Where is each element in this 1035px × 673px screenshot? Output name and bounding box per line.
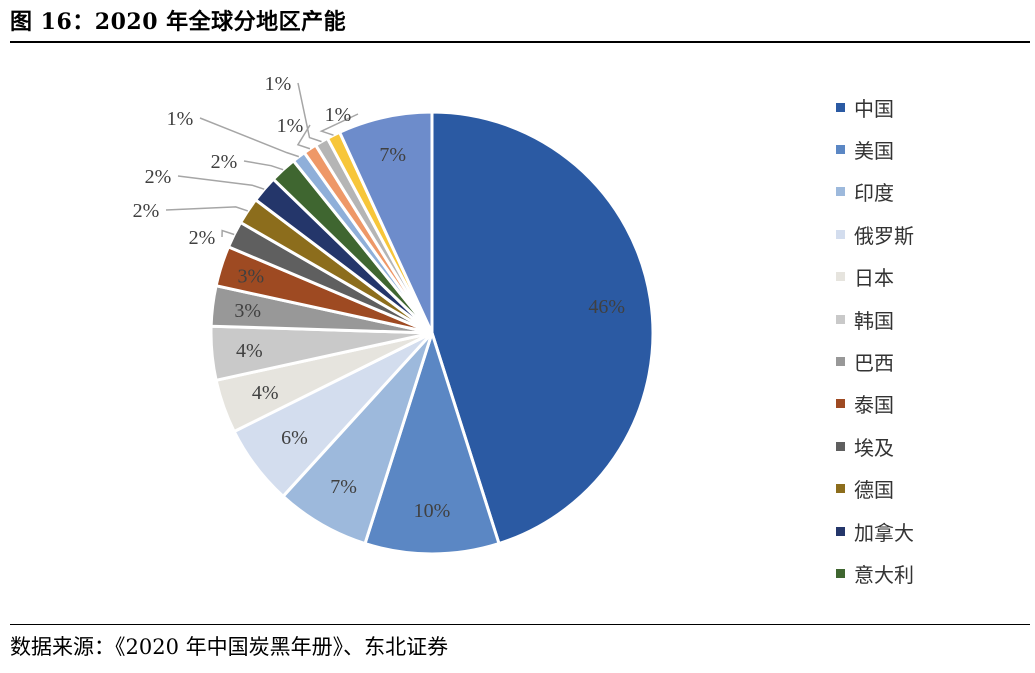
legend-item: 意大利 [836,552,914,594]
legend-label: 埃及 [854,435,894,460]
legend-swatch [836,526,845,536]
legend-swatch [836,187,845,197]
leader-line [319,113,359,136]
slice-value-label: 6% [281,427,308,449]
legend-item: 埃及 [836,425,914,467]
legend-label: 巴西 [854,351,894,376]
slice-value-label: 4% [252,382,279,404]
legend-label: 德国 [854,478,894,503]
slice-value-label: 4% [236,340,263,362]
legend-swatch [836,568,845,578]
slice-value-label: 1% [325,104,352,126]
leader-line [221,229,235,238]
data-labels: 46% 10% 7% 6% 4% 4% 3% 3% 2% 2% 2% 2% 1% 1% 1% 1% 7% [133,73,625,522]
leader-line [199,117,300,158]
legend-item: 德国 [836,468,914,510]
legend-label: 韩国 [854,308,894,333]
leader-line [296,124,311,150]
legend-swatch [836,272,845,282]
leader-line [297,82,322,143]
legend-item: 印度 [836,171,914,213]
legend-item: 美国 [836,128,914,170]
legend-item: 中国 [836,86,914,128]
legend-item: 俄罗斯 [836,213,914,255]
leader-line [243,160,284,171]
slice-value-label: 2% [133,200,160,222]
legend-label: 美国 [854,139,894,164]
slice-value-label: 2% [145,166,172,188]
legend-label: 加拿大 [854,520,914,545]
slice-value-label: 1% [265,73,292,95]
slice-value-label: 3% [238,265,265,287]
slice-value-label: 10% [414,500,451,522]
legend-label: 泰国 [854,393,894,418]
legend-label: 意大利 [854,562,914,587]
legend-item: 日本 [836,256,914,298]
slice-value-label: 46% [588,296,625,318]
legend-swatch [836,399,845,409]
legend-swatch [836,441,845,451]
legend-swatch [836,314,845,324]
top-rule [10,41,1030,43]
bottom-rule [10,624,1030,625]
slice-value-label: 1% [167,108,194,130]
pie-slice [363,328,501,556]
legend-swatch [836,357,845,367]
legend-label: 中国 [854,96,894,121]
slice-value-label: 1% [277,115,304,137]
leader-lines [165,82,359,238]
pie-slice [337,110,434,334]
legend-swatch [836,484,845,494]
pie-slice [430,110,655,546]
slice-value-label: 3% [234,300,261,322]
figure-source: 数据来源：《2020 年中国炭黑年册》、东北证券 [10,635,449,659]
legend-item: 韩国 [836,298,914,340]
legend-label: 日本 [854,266,894,291]
legend-item: 加拿大 [836,510,914,552]
legend-item: 泰国 [836,383,914,425]
legend: 中国美国印度俄罗斯日本韩国巴西泰国埃及德国加拿大意大利 [836,86,914,595]
leader-line [165,206,249,212]
legend-swatch [836,229,845,239]
legend-swatch [836,102,845,112]
slice-value-label: 2% [211,151,238,173]
legend-item: 巴西 [836,340,914,382]
pie-slices [209,110,655,556]
legend-label: 俄罗斯 [854,223,914,248]
figure-title: 图 16：2020 年全球分地区产能 [10,9,347,35]
leader-line [177,175,265,190]
legend-label: 印度 [854,181,894,206]
slice-value-label: 7% [379,144,406,166]
slice-value-label: 2% [189,227,216,249]
slice-value-label: 7% [330,476,357,498]
legend-swatch [836,145,845,155]
